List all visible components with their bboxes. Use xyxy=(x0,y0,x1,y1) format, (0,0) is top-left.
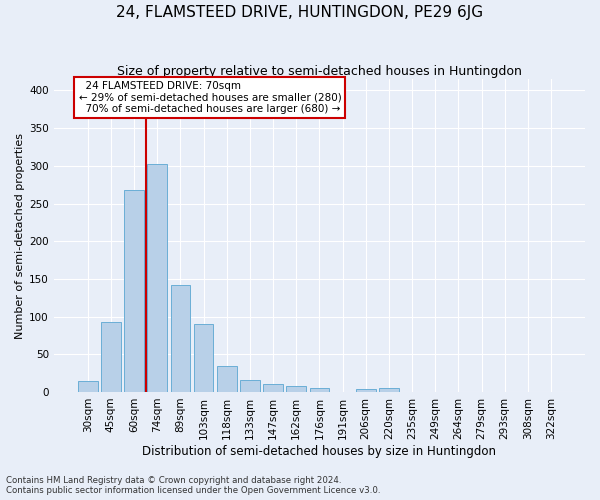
Text: 24, FLAMSTEED DRIVE, HUNTINGDON, PE29 6JG: 24, FLAMSTEED DRIVE, HUNTINGDON, PE29 6J… xyxy=(116,5,484,20)
Bar xyxy=(170,285,190,392)
Bar xyxy=(263,384,283,392)
Bar xyxy=(217,366,236,392)
Bar xyxy=(124,190,144,392)
Bar xyxy=(148,164,167,392)
Text: 24 FLAMSTEED DRIVE: 70sqm
← 29% of semi-detached houses are smaller (280)
  70% : 24 FLAMSTEED DRIVE: 70sqm ← 29% of semi-… xyxy=(79,80,341,114)
Bar xyxy=(78,382,98,392)
Bar xyxy=(286,386,306,392)
Bar xyxy=(379,388,399,392)
Bar xyxy=(310,388,329,392)
Bar xyxy=(240,380,260,392)
Y-axis label: Number of semi-detached properties: Number of semi-detached properties xyxy=(15,132,25,338)
Bar xyxy=(194,324,214,392)
Bar xyxy=(356,389,376,392)
X-axis label: Distribution of semi-detached houses by size in Huntingdon: Distribution of semi-detached houses by … xyxy=(142,444,496,458)
Text: Contains HM Land Registry data © Crown copyright and database right 2024.
Contai: Contains HM Land Registry data © Crown c… xyxy=(6,476,380,495)
Bar xyxy=(101,322,121,392)
Title: Size of property relative to semi-detached houses in Huntingdon: Size of property relative to semi-detach… xyxy=(117,65,522,78)
